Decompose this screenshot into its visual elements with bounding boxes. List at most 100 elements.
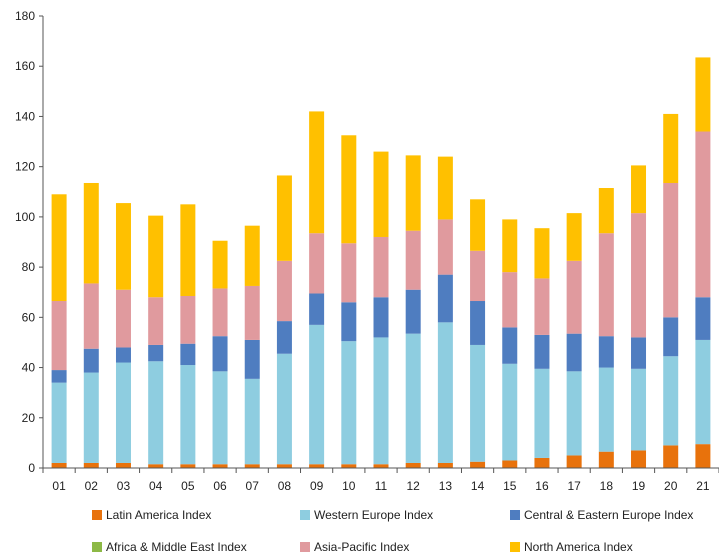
x-tick-label: 07 (246, 479, 260, 493)
x-tick-label: 17 (567, 479, 581, 493)
bar-segment (631, 213, 647, 338)
bar-segment (244, 225, 260, 286)
bar-segment (405, 155, 421, 231)
x-tick-label: 19 (632, 479, 646, 493)
bar-segment (83, 283, 99, 349)
bar-segment (212, 336, 228, 372)
bar-segment (534, 334, 550, 369)
x-tick-label: 01 (52, 479, 66, 493)
bar-segment (437, 274, 453, 323)
bar-segment (373, 236, 389, 298)
bar-segment (244, 285, 260, 340)
x-tick-label: 12 (407, 479, 421, 493)
bar-segment (663, 317, 679, 357)
y-tick-label: 180 (15, 9, 35, 23)
bar-segment (405, 333, 421, 463)
bar-segment (148, 344, 164, 362)
bar-segment (212, 371, 228, 465)
bar-segment (244, 378, 260, 465)
bar-segment (598, 451, 614, 468)
bar-segment (51, 194, 67, 302)
bar-segment (470, 199, 486, 251)
bar-segment (470, 461, 486, 468)
y-tick-label: 140 (15, 109, 35, 123)
x-tick-label: 06 (213, 479, 227, 493)
x-tick-label: 11 (375, 479, 388, 493)
y-tick-label: 100 (15, 210, 35, 224)
bar-segment (148, 361, 164, 465)
bar-segment (502, 327, 518, 364)
bar-segment (598, 367, 614, 452)
bar-segment (566, 371, 582, 456)
bar-segment (470, 250, 486, 302)
bar-segment (695, 444, 711, 468)
y-tick-label: 20 (22, 411, 36, 425)
bar-segment (309, 233, 325, 294)
bar-segment (180, 343, 196, 366)
axes-layer: 0 20 40 60 80 100 120 140 160 180 01 02 03 04 05 06 07 08… (15, 9, 719, 493)
bar-segment (115, 347, 131, 363)
bar-segment (437, 322, 453, 463)
bar-segment (276, 353, 292, 465)
bar-segment (341, 243, 357, 303)
bar-segment (83, 462, 99, 468)
y-tick-label: 40 (22, 361, 36, 375)
bar-segment (631, 450, 647, 468)
bar-segment (51, 301, 67, 371)
bar-segment (695, 297, 711, 340)
x-tick-label: 21 (696, 479, 710, 493)
bar-segment (566, 333, 582, 372)
x-tick-label: 10 (342, 479, 356, 493)
bar-segment (598, 336, 614, 368)
bar-segment (83, 348, 99, 373)
bar-segment (180, 365, 196, 465)
bar-segment (51, 382, 67, 463)
bar-segment (115, 362, 131, 463)
bar-segment (212, 288, 228, 337)
bar-segment (212, 464, 228, 468)
bar-segment (115, 462, 131, 468)
bar-segment (663, 445, 679, 468)
bar-segment (534, 457, 550, 468)
bar-segment (373, 337, 389, 465)
bar-segment (598, 233, 614, 337)
x-tick-label: 04 (149, 479, 163, 493)
bar-segment (309, 324, 325, 465)
bar-segment (631, 165, 647, 214)
bar-segment (115, 289, 131, 348)
bar-segment (695, 131, 711, 298)
bar-segment (309, 293, 325, 325)
x-tick-label: 09 (310, 479, 324, 493)
bar-segment (566, 455, 582, 468)
bar-segment (470, 344, 486, 462)
bar-segment (437, 156, 453, 220)
bar-segment (276, 321, 292, 354)
y-tick-label: 0 (28, 461, 35, 475)
bar-segment (405, 289, 421, 334)
bar-segment (663, 113, 679, 183)
bars-layer (51, 57, 711, 468)
bar-segment (534, 278, 550, 335)
bar-segment (276, 260, 292, 322)
bar-segment (534, 368, 550, 458)
x-tick-label: 08 (278, 479, 292, 493)
x-tick-label: 15 (503, 479, 517, 493)
bar-segment (373, 297, 389, 338)
bar-segment (470, 301, 486, 345)
bar-segment (502, 363, 518, 461)
bar-segment (244, 339, 260, 379)
bar-segment (437, 219, 453, 275)
y-tick-label: 80 (22, 260, 36, 274)
bar-segment (373, 151, 389, 237)
bar-segment (663, 356, 679, 446)
bar-segment (341, 464, 357, 468)
bar-segment (148, 215, 164, 298)
bar-segment (180, 464, 196, 468)
bar-segment (341, 302, 357, 342)
bar-segment (437, 462, 453, 468)
y-tick-label: 60 (22, 310, 36, 324)
x-tick-label: 13 (439, 479, 453, 493)
bar-segment (83, 182, 99, 284)
bar-segment (695, 57, 711, 132)
